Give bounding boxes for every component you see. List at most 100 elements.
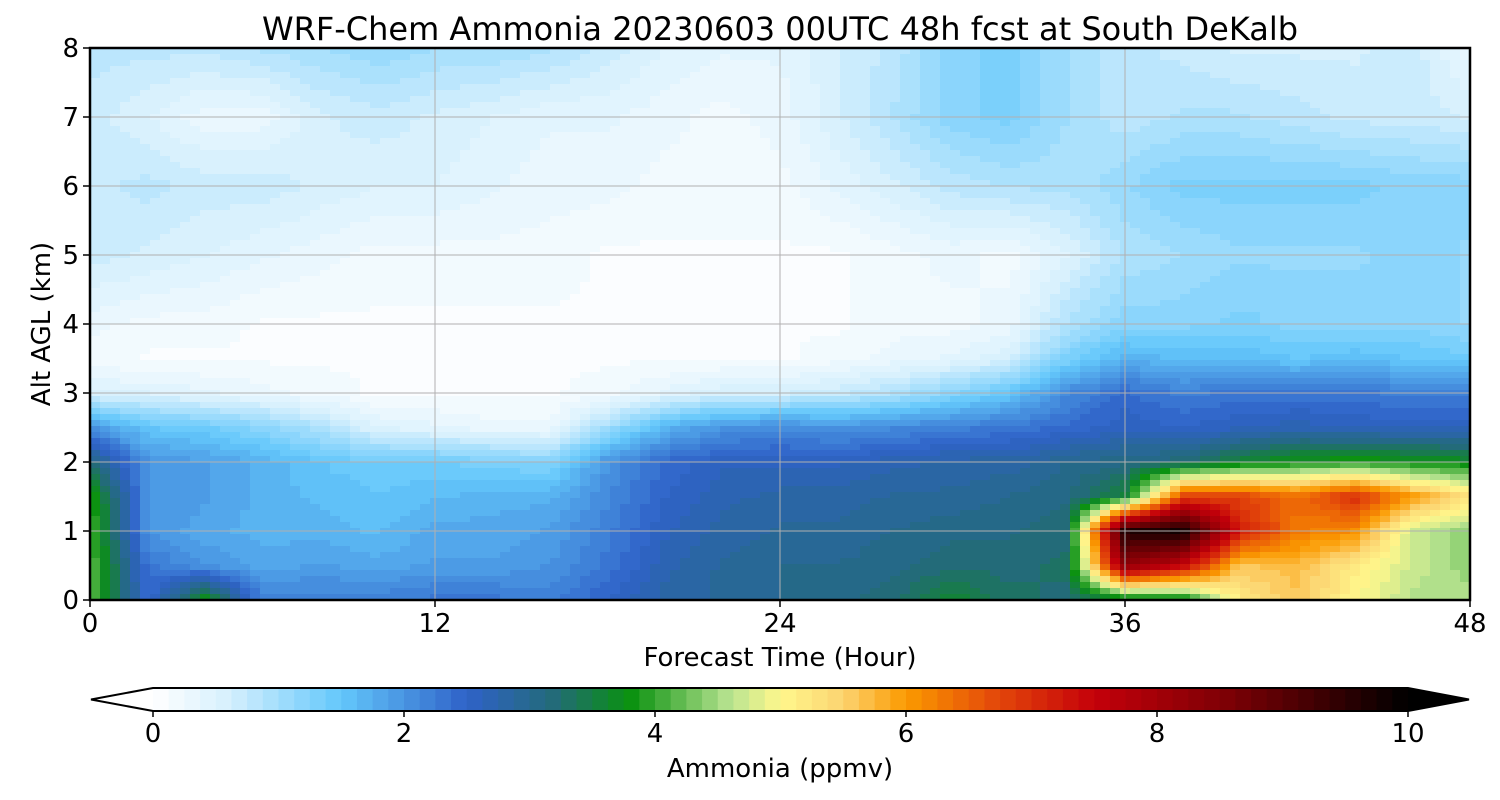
heatmap-cell [1360, 228, 1371, 235]
heatmap-cell [300, 240, 311, 247]
heatmap-cell [1110, 120, 1121, 127]
heatmap-cell [610, 180, 621, 187]
heatmap-cell [680, 234, 691, 241]
heatmap-cell [200, 96, 211, 103]
heatmap-cell [300, 132, 311, 139]
heatmap-cell [760, 138, 771, 145]
heatmap-cell [770, 258, 781, 265]
heatmap-cell [890, 210, 901, 217]
heatmap-cell [1430, 228, 1441, 235]
heatmap-cell [100, 156, 111, 163]
heatmap-cell [550, 60, 561, 67]
heatmap-cell [1370, 156, 1381, 163]
heatmap-cell [1000, 60, 1011, 67]
heatmap-cell [910, 108, 921, 115]
heatmap-cell [120, 234, 131, 241]
heatmap-cell [580, 240, 591, 247]
heatmap-cell [100, 72, 111, 79]
heatmap-cell [1180, 210, 1191, 217]
heatmap-cell [1320, 78, 1331, 85]
heatmap-cell [1200, 228, 1211, 235]
heatmap-cell [400, 216, 411, 223]
heatmap-cell [850, 126, 861, 133]
heatmap-cell [1430, 234, 1441, 241]
heatmap-cell [1450, 138, 1461, 145]
heatmap-cell [550, 90, 561, 97]
heatmap-cell [460, 234, 471, 241]
heatmap-cell [1000, 156, 1011, 163]
heatmap-cell [640, 90, 651, 97]
heatmap-cell [1410, 138, 1421, 145]
heatmap-cell [740, 210, 751, 217]
heatmap-cell [720, 54, 731, 61]
heatmap-cell [1330, 180, 1341, 187]
heatmap-cell [1380, 120, 1391, 127]
heatmap-cell [820, 150, 831, 157]
heatmap-cell [940, 48, 951, 55]
heatmap-cell [1080, 180, 1091, 187]
heatmap-cell [110, 102, 121, 109]
heatmap-cell [150, 108, 161, 115]
heatmap-cell [800, 84, 811, 91]
heatmap-cell [590, 174, 601, 181]
heatmap-cell [300, 54, 311, 61]
heatmap-cell [660, 138, 671, 145]
heatmap-cell [1010, 174, 1021, 181]
heatmap-cell [500, 150, 511, 157]
heatmap-cell [1430, 156, 1441, 163]
heatmap-cell [1060, 108, 1071, 115]
heatmap-cell [890, 66, 901, 73]
heatmap-cell [1140, 216, 1151, 223]
heatmap-cell [700, 216, 711, 223]
heatmap-cell [680, 180, 691, 187]
heatmap-cell [590, 108, 601, 115]
heatmap-cell [290, 138, 301, 145]
heatmap-cell [500, 102, 511, 109]
heatmap-cell [520, 150, 531, 157]
heatmap-cell [270, 144, 281, 151]
heatmap-cell [260, 180, 271, 187]
heatmap-cell [1220, 228, 1231, 235]
heatmap-cell [230, 216, 241, 223]
heatmap-cell [1380, 234, 1391, 241]
heatmap-cell [270, 132, 281, 139]
heatmap-cell [150, 234, 161, 241]
heatmap-cell [370, 186, 381, 193]
heatmap-cell [1320, 156, 1331, 163]
heatmap-cell [660, 120, 671, 127]
heatmap-cell [480, 174, 491, 181]
heatmap-cell [990, 222, 1001, 229]
heatmap-cell [1300, 234, 1311, 241]
heatmap-cell [330, 156, 341, 163]
heatmap-cell [340, 60, 351, 67]
heatmap-cell [580, 180, 591, 187]
heatmap-cell [220, 54, 231, 61]
heatmap-cell [1070, 168, 1081, 175]
heatmap-cell [1020, 198, 1031, 205]
heatmap-cell [620, 108, 631, 115]
heatmap-cell [380, 210, 391, 217]
heatmap-cell [640, 246, 651, 253]
heatmap-cell [220, 162, 231, 169]
heatmap-cell [670, 234, 681, 241]
heatmap-cell [630, 78, 641, 85]
heatmap-cell [390, 198, 401, 205]
heatmap-cell [890, 162, 901, 169]
heatmap-cell [1410, 54, 1421, 61]
heatmap-cell [180, 174, 191, 181]
heatmap-cell [720, 108, 731, 115]
heatmap-cell [840, 174, 851, 181]
heatmap-cell [490, 72, 501, 79]
heatmap-cell [360, 120, 371, 127]
heatmap-cell [850, 48, 861, 55]
heatmap-cell [370, 264, 381, 271]
heatmap-cell [720, 96, 731, 103]
heatmap-cell [320, 150, 331, 157]
heatmap-cell [530, 78, 541, 85]
heatmap-cell [1420, 192, 1431, 199]
heatmap-cell [780, 162, 791, 169]
heatmap-cell [410, 78, 421, 85]
heatmap-cell [140, 180, 151, 187]
heatmap-cell [1300, 192, 1311, 199]
heatmap-cell [340, 126, 351, 133]
